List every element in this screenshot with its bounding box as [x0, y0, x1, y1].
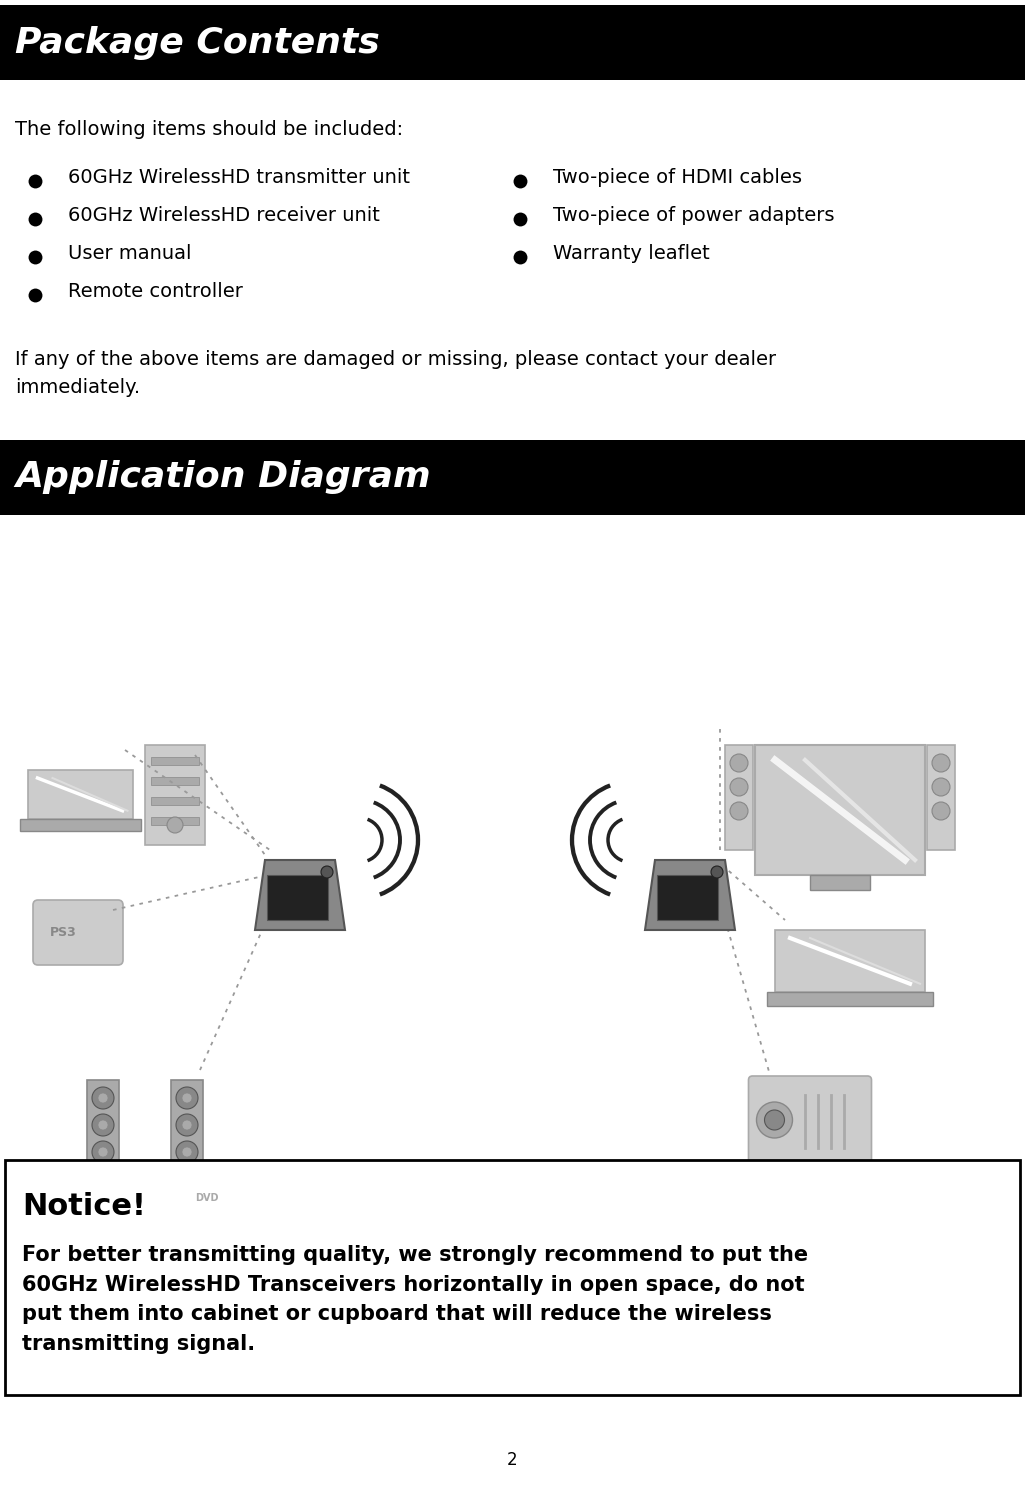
Bar: [755, 745, 925, 875]
Bar: [927, 745, 955, 851]
Text: 60GHz WirelessHD receiver unit: 60GHz WirelessHD receiver unit: [68, 206, 380, 226]
Circle shape: [932, 777, 950, 795]
Bar: [19, 819, 140, 831]
Bar: [151, 777, 199, 785]
Circle shape: [932, 753, 950, 771]
Bar: [0, 4, 1025, 81]
Circle shape: [765, 1109, 784, 1130]
Text: Warranty leaflet: Warranty leaflet: [554, 244, 709, 263]
Circle shape: [321, 866, 333, 878]
Bar: [5, 1160, 1020, 1395]
Bar: [775, 930, 925, 991]
Text: 60GHz WirelessHD transmitter unit: 60GHz WirelessHD transmitter unit: [68, 167, 410, 187]
Text: The following items should be included:: The following items should be included:: [15, 120, 403, 139]
Text: If any of the above items are damaged or missing, please contact your dealer
imm: If any of the above items are damaged or…: [15, 350, 776, 398]
Bar: [657, 875, 717, 919]
Bar: [0, 440, 1025, 514]
Bar: [266, 875, 328, 919]
Polygon shape: [645, 860, 735, 930]
Circle shape: [92, 1141, 114, 1163]
Circle shape: [730, 753, 748, 771]
Text: Remote controller: Remote controller: [68, 283, 243, 300]
Bar: [28, 770, 132, 819]
Text: Application Diagram: Application Diagram: [15, 460, 430, 495]
Bar: [151, 756, 199, 765]
Circle shape: [932, 801, 950, 819]
Text: 2: 2: [506, 1452, 518, 1470]
Bar: [87, 1079, 119, 1180]
Text: Two-piece of power adapters: Two-piece of power adapters: [554, 206, 834, 226]
Circle shape: [98, 1147, 108, 1157]
Polygon shape: [255, 860, 345, 930]
Bar: [767, 991, 933, 1006]
Circle shape: [176, 1141, 198, 1163]
Bar: [839, 1160, 861, 1171]
Bar: [69, 1190, 187, 1208]
Bar: [810, 875, 870, 890]
Circle shape: [182, 1093, 192, 1103]
Circle shape: [176, 1114, 198, 1136]
Circle shape: [182, 1147, 192, 1157]
Bar: [151, 797, 199, 804]
Circle shape: [182, 1120, 192, 1130]
Text: User manual: User manual: [68, 244, 192, 263]
Circle shape: [98, 1120, 108, 1130]
Bar: [145, 745, 205, 845]
Circle shape: [730, 777, 748, 795]
Bar: [62, 1184, 229, 1212]
Text: DVD: DVD: [195, 1193, 218, 1203]
Text: Notice!: Notice!: [22, 1192, 146, 1221]
Circle shape: [92, 1114, 114, 1136]
Text: For better transmitting quality, we strongly recommend to put the
60GHz Wireless: For better transmitting quality, we stro…: [22, 1245, 808, 1354]
FancyBboxPatch shape: [33, 900, 123, 964]
Circle shape: [756, 1102, 792, 1138]
Circle shape: [176, 1087, 198, 1109]
Text: Two-piece of HDMI cables: Two-piece of HDMI cables: [554, 167, 802, 187]
Circle shape: [167, 816, 183, 833]
Bar: [171, 1079, 203, 1180]
Text: Package Contents: Package Contents: [15, 25, 379, 60]
FancyBboxPatch shape: [748, 1076, 871, 1165]
Circle shape: [711, 866, 723, 878]
Circle shape: [730, 801, 748, 819]
Text: PS3: PS3: [50, 925, 77, 939]
Bar: [725, 745, 753, 851]
Circle shape: [98, 1093, 108, 1103]
Circle shape: [92, 1087, 114, 1109]
Bar: [151, 816, 199, 825]
